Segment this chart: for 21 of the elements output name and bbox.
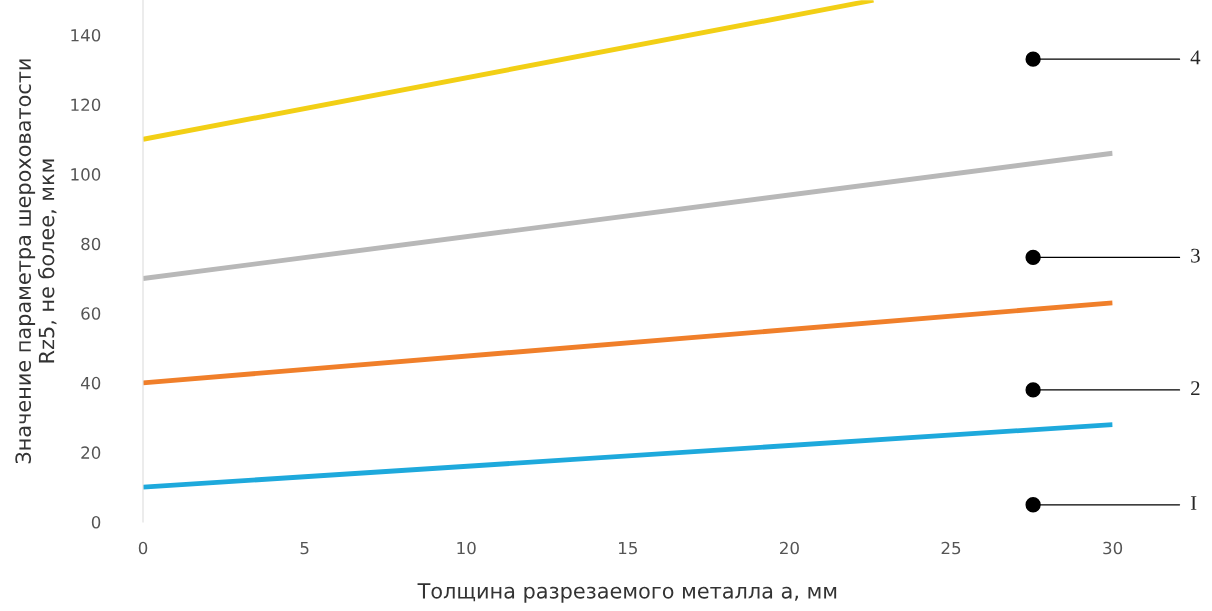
y-tick-label: 100 [71,168,101,181]
x-tick-label: 5 [300,541,309,555]
y-tick-label: 40 [80,376,101,390]
y-axis-title: Значение параметра шероховатости Rz5, не более, мкм [15,59,57,464]
y-tick-label: 60 [81,307,101,320]
x-tick-label: 10 [457,541,476,555]
text: 2 [1191,381,1200,395]
x-tick-label: 25 [941,541,961,555]
x-axis-title: Толщина разрезаемого металла a, мм [417,583,837,603]
x-tick-label: 30 [1103,541,1123,555]
text: 3 [1191,248,1200,263]
y-tick-label: 140 [71,28,101,42]
x-tick-label: 15 [619,541,637,555]
y-tick-label: 0 [91,515,101,529]
text: 4 [1190,50,1201,65]
y-tick-label: 80 [81,237,101,251]
y-tick-label: 120 [71,98,101,112]
x-tick-label: 20 [780,541,799,555]
x-tick-label: 0 [138,541,148,555]
y-tick-label: 20 [81,446,101,459]
text: I [1190,496,1197,510]
